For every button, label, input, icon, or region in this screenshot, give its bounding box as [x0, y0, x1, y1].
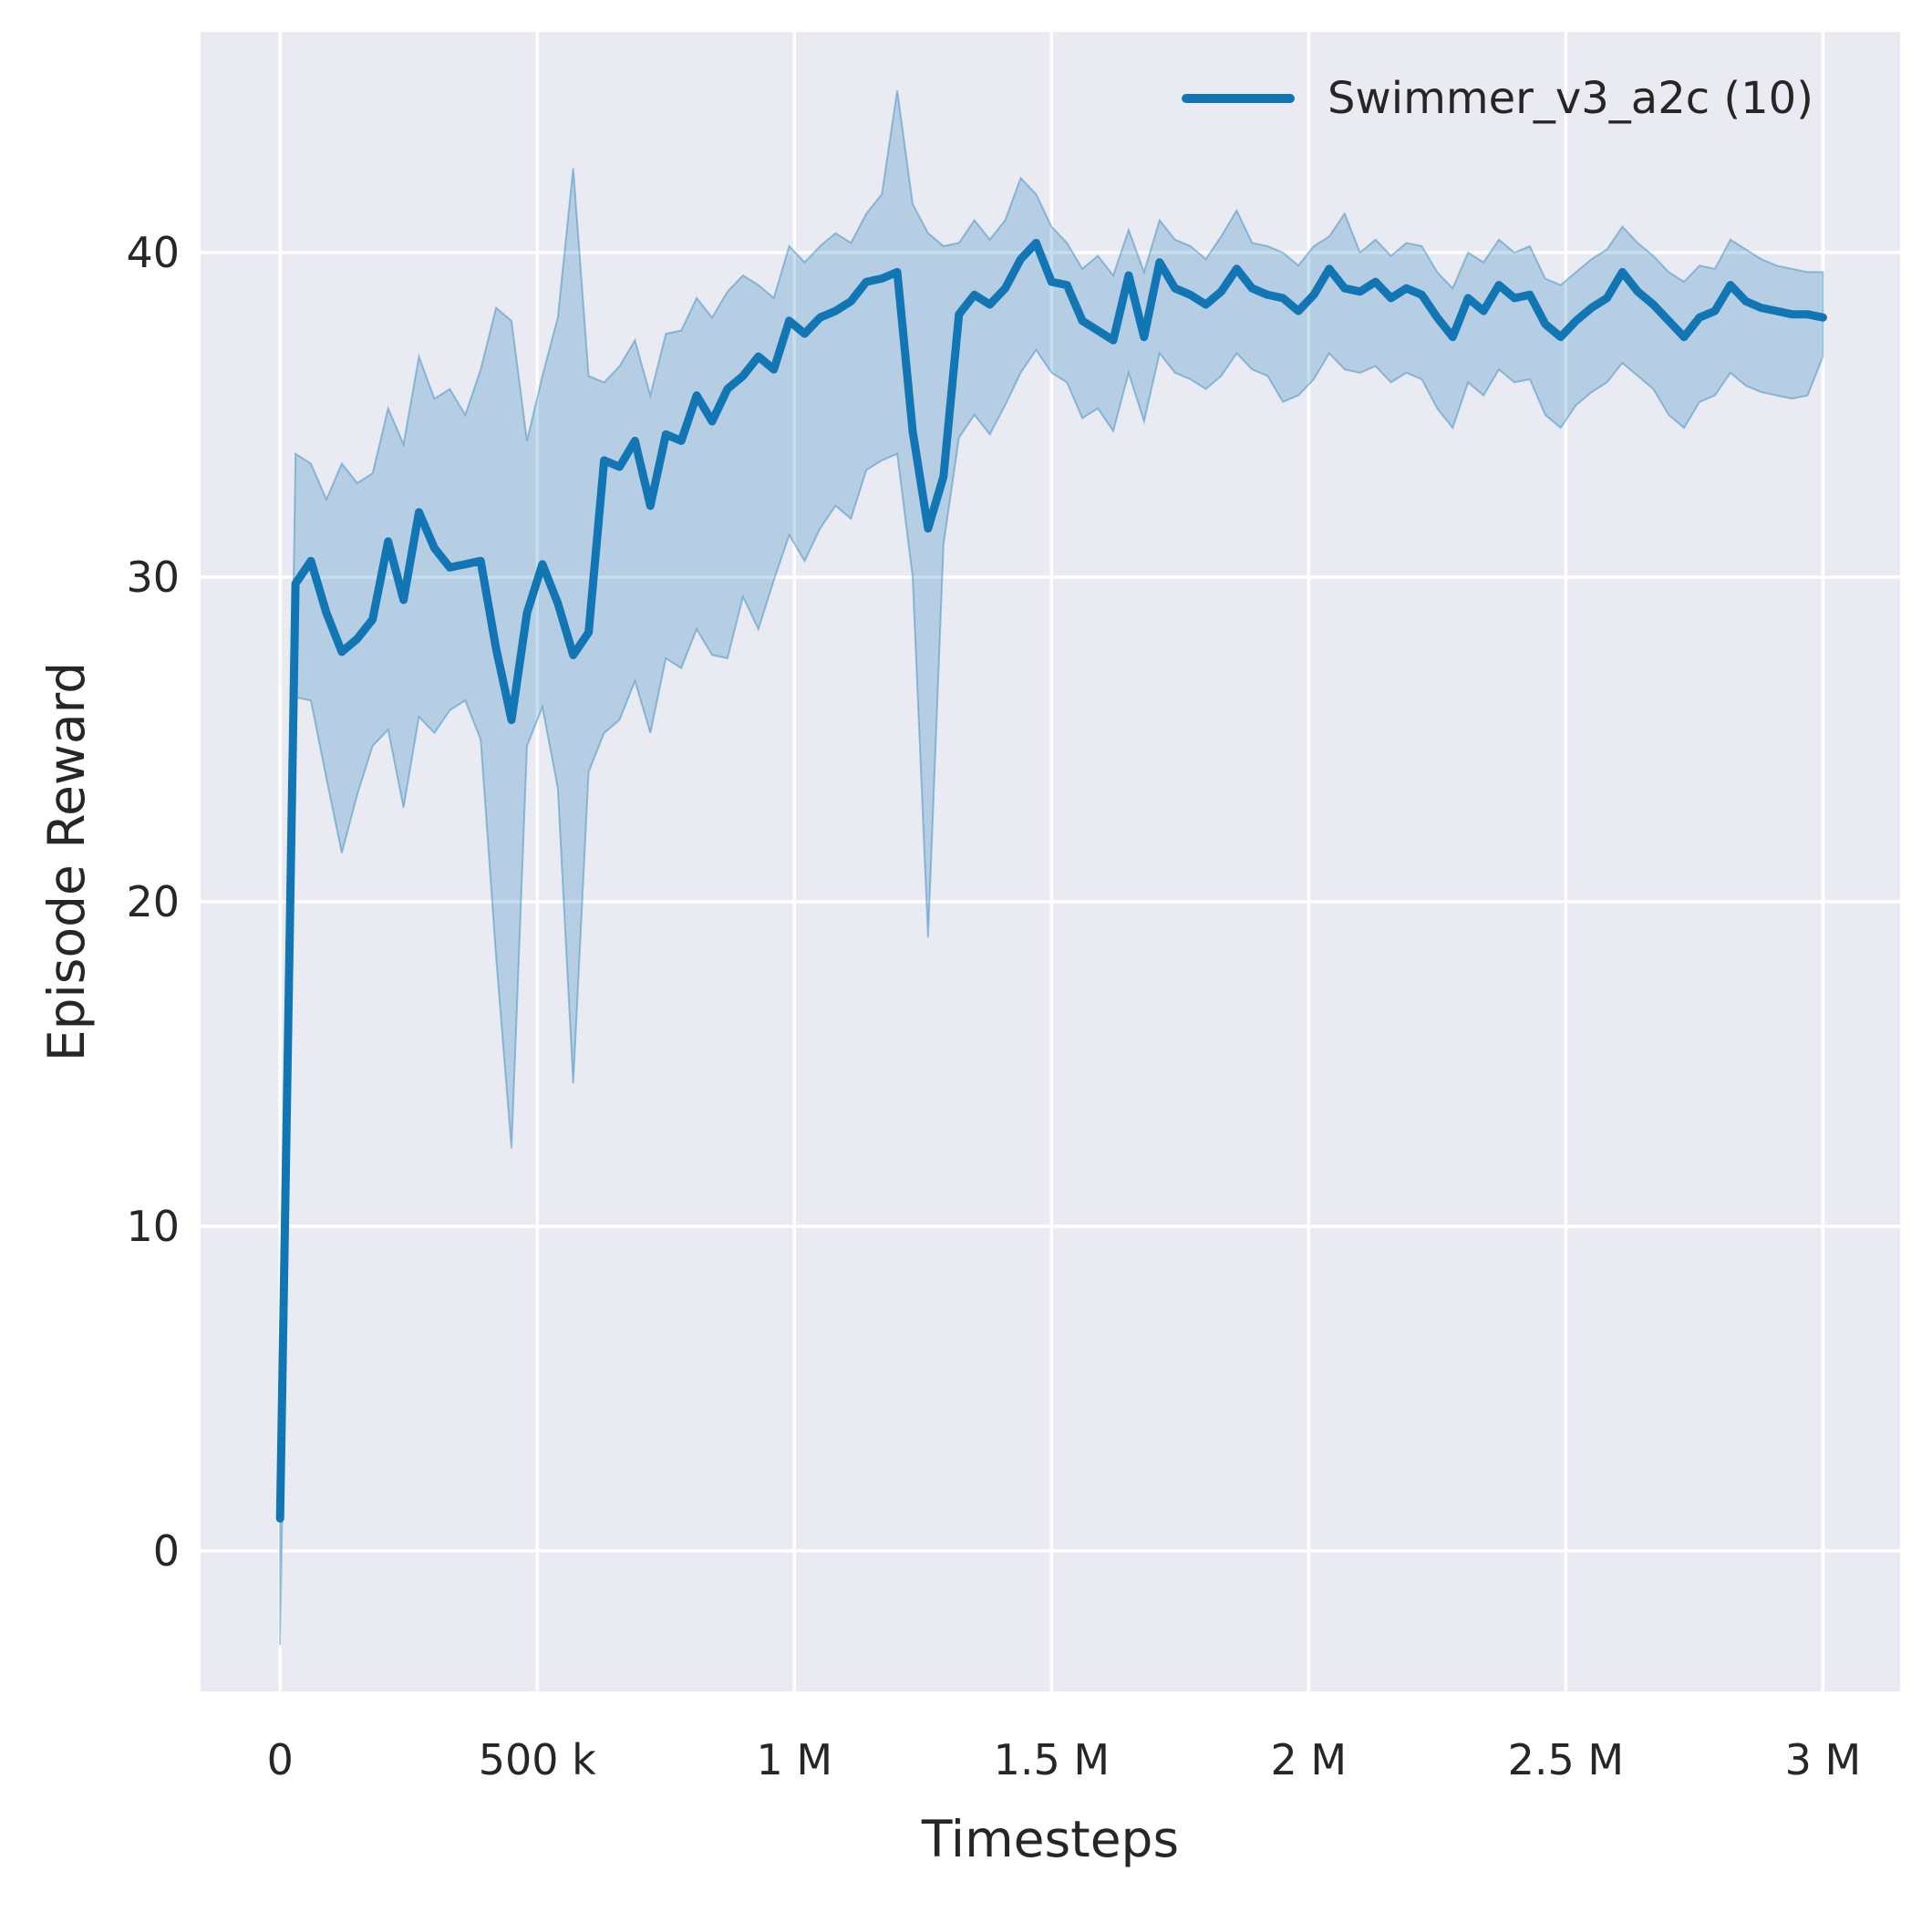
y-tick-label: 40 [126, 228, 180, 277]
y-tick-label: 20 [126, 877, 180, 926]
x-tick-label: 2 M [1271, 1735, 1348, 1784]
y-tick-label: 10 [126, 1202, 180, 1251]
x-tick-label: 500 k [479, 1735, 596, 1784]
x-tick-label: 1.5 M [994, 1735, 1110, 1784]
y-tick-label: 30 [126, 553, 180, 602]
y-axis-label: Episode Reward [37, 661, 96, 1062]
y-tick-label: 0 [153, 1526, 180, 1576]
confidence-band [279, 89, 1824, 1646]
legend: Swimmer_v3_a2c (10) [1182, 71, 1813, 126]
x-tick-label: 2.5 M [1508, 1735, 1624, 1784]
legend-line-sample [1182, 94, 1295, 103]
legend-label: Swimmer_v3_a2c (10) [1328, 73, 1813, 124]
mean-line [275, 238, 1827, 1523]
x-axis-label: Timesteps [921, 1810, 1180, 1868]
x-tick-label: 1 M [756, 1735, 832, 1784]
x-tick-label: 0 [267, 1735, 294, 1784]
x-tick-label: 3 M [1785, 1735, 1862, 1784]
